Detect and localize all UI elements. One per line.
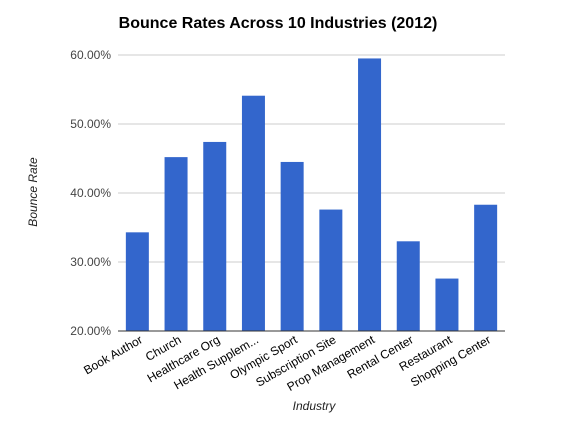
y-axis-label: Bounce Rate (26, 157, 40, 227)
y-tick-label: 30.00% (70, 255, 111, 269)
bar (474, 204, 498, 331)
bar (203, 141, 227, 331)
y-tick-label: 60.00% (70, 48, 111, 62)
bar (164, 157, 188, 331)
bar (241, 95, 265, 332)
y-tick-label: 40.00% (70, 186, 111, 200)
y-tick-label: 50.00% (70, 117, 111, 131)
bar (435, 278, 459, 331)
bar (319, 209, 343, 331)
bars (125, 58, 498, 332)
chart-title: Bounce Rates Across 10 Industries (2012) (119, 15, 438, 32)
bar (358, 58, 382, 331)
bar (396, 241, 420, 331)
x-tick-label: Book Author (81, 332, 145, 377)
bar (125, 232, 149, 331)
bar (280, 161, 304, 331)
y-axis-ticks: 20.00% 30.00% 40.00% 50.00% 60.00% (70, 48, 111, 338)
y-tick-label: 20.00% (70, 324, 111, 338)
x-axis-label: Industry (293, 399, 337, 413)
